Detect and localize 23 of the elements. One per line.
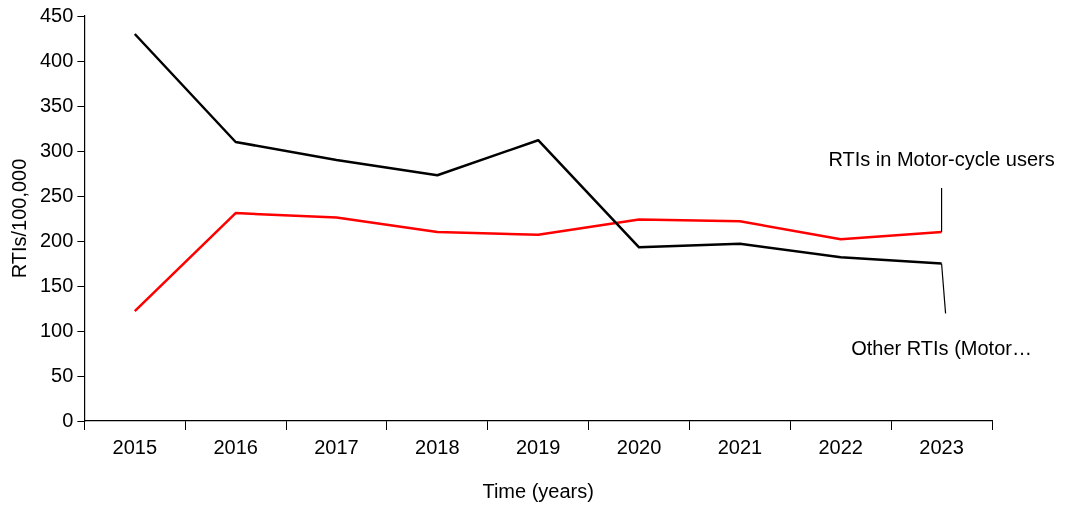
y-tick-label: 250 [39, 183, 74, 206]
text: RTIs in Motor-cycle users [828, 147, 1055, 170]
x-tick-label: 2018 [415, 435, 460, 458]
y-tick-label: 100 [39, 318, 74, 341]
x-tick-label: 2017 [314, 435, 359, 458]
y-tick-label: 400 [39, 48, 74, 71]
x-axis-title: Time (years) [482, 479, 594, 502]
x-tick-label: 2016 [213, 435, 258, 458]
y-tick-label: 450 [39, 3, 74, 26]
x-tick-label: 2015 [112, 435, 158, 458]
y-axis-title: RTIs/100,000 [7, 158, 30, 279]
y-tick-label: 0 [62, 408, 74, 431]
x-tick-label: 2021 [717, 435, 763, 458]
x-tick-label: 2019 [515, 435, 561, 458]
y-tick-label: 350 [39, 93, 74, 116]
y-tick-label: 200 [39, 228, 74, 251]
y-tick-label: 150 [39, 273, 74, 296]
y-tick-label: 50 [51, 363, 74, 386]
x-tick-label: 2020 [616, 435, 662, 458]
y-tick-label: 300 [39, 138, 74, 161]
x-tick-label: 2023 [919, 435, 964, 458]
text: Other RTIs (Motor… [851, 337, 1032, 360]
x-tick-label: 2022 [818, 435, 863, 458]
